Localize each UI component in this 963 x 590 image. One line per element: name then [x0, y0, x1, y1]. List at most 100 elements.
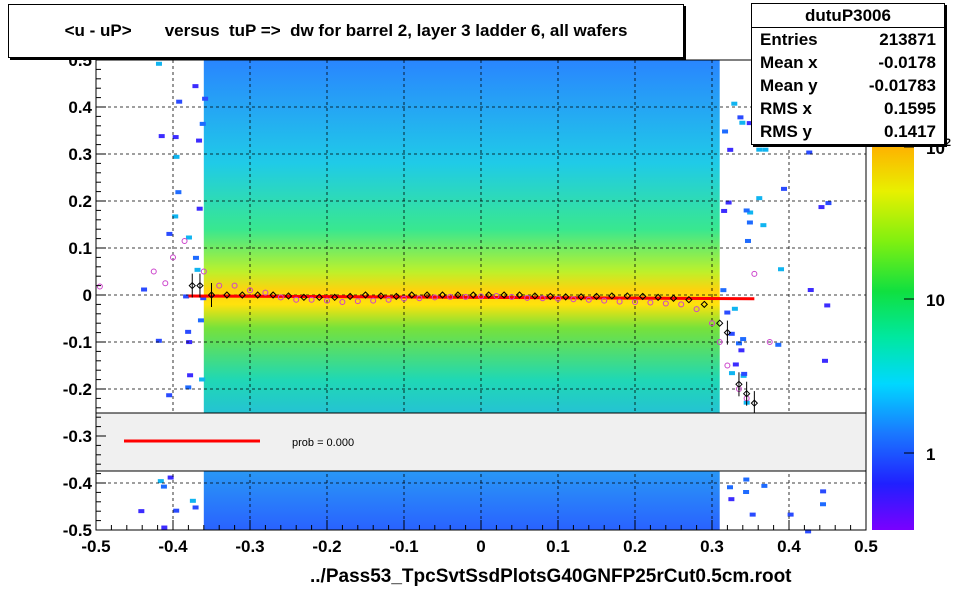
stats-value: 213871	[879, 30, 936, 49]
z-tick-label: 1	[926, 445, 935, 464]
profile-point-black	[531, 292, 539, 300]
heatmap-cell	[202, 96, 209, 101]
heatmap-cell	[807, 288, 814, 293]
file-path-footer: ../Pass53_TpcSvtSsdPlotsG40GNFP25rCut0.5…	[310, 566, 792, 587]
stats-row-entries: Entries 213871	[752, 28, 944, 51]
profile-point-black	[361, 291, 370, 299]
profile-point-black	[253, 291, 262, 299]
profile-point-magenta	[493, 292, 500, 299]
heatmap-cell	[160, 484, 167, 489]
heatmap-cell	[200, 296, 207, 301]
profile-point-magenta	[709, 320, 715, 327]
heatmap-cell	[186, 340, 193, 345]
y-tick-label: 0	[83, 286, 92, 305]
heatmap-cell	[185, 329, 192, 334]
heatmap-cell	[185, 235, 192, 240]
profile-point-black	[750, 399, 759, 407]
heatmap-cell	[820, 489, 827, 494]
profile-point-magenta	[150, 268, 157, 275]
profile-point-magenta	[585, 296, 592, 303]
stats-label: Mean x	[760, 53, 818, 72]
heatmap-cell	[197, 318, 204, 323]
profile-point-black	[484, 291, 493, 299]
heatmap-cell	[731, 101, 738, 106]
profile-point-magenta	[370, 297, 377, 304]
heatmap-cell	[746, 220, 753, 225]
profile-point-black	[207, 291, 216, 299]
legend-text: prob = 0.000	[292, 437, 354, 449]
y-tick-label: -0.1	[63, 333, 92, 352]
stats-label: RMS x	[760, 99, 812, 118]
profile-point-magenta	[96, 283, 103, 290]
heatmap-cell	[173, 154, 180, 159]
heatmap-cell	[199, 121, 206, 126]
stats-value: 0.1595	[884, 99, 936, 118]
profile-point-black	[700, 300, 709, 309]
x-tick-label: -0.3	[235, 537, 264, 556]
heatmap-cell	[194, 267, 201, 272]
heatmap-cell	[743, 477, 750, 482]
profile-point-magenta	[181, 237, 188, 244]
profile-layer	[96, 237, 773, 416]
profile-point-black	[723, 328, 732, 337]
profile-point-black	[742, 389, 751, 398]
heatmap-cell	[740, 337, 747, 342]
heatmap-cell	[175, 190, 182, 195]
y-tick-label: -0.2	[63, 380, 92, 399]
x-tick-label: 0.1	[546, 537, 570, 556]
color-palette	[872, 145, 914, 530]
heatmap-cell	[157, 479, 164, 484]
profile-point-black	[669, 294, 678, 302]
profile-point-magenta	[678, 301, 685, 308]
stats-name: dutuP3006	[752, 4, 944, 28]
heatmap-cell	[728, 371, 735, 376]
heatmap-cell	[744, 238, 751, 243]
x-tick-label: -0.1	[389, 537, 418, 556]
profile-point-black	[223, 291, 231, 299]
heatmap-cell	[199, 377, 206, 382]
profile-point-magenta	[293, 296, 300, 303]
profile-point-magenta	[162, 280, 169, 287]
profile-point-black	[330, 293, 339, 302]
profile-point-magenta	[462, 293, 469, 300]
profile-point-black	[561, 293, 570, 301]
profile-point-magenta	[247, 287, 253, 294]
heatmap-cell	[173, 508, 180, 513]
profile-point-magenta	[447, 293, 454, 300]
profile-point-black	[346, 292, 354, 301]
profile-point-magenta	[662, 300, 669, 307]
heatmap-cell	[166, 393, 173, 398]
profile-point-magenta	[647, 299, 654, 306]
axis-layer: -0.5 -0.4 -0.3 -0.2 -0.1 0 0.1 0.2 0.3 0.4 0.5 -0.5…	[63, 51, 878, 556]
heatmap-cell	[820, 502, 827, 507]
heatmap-cell	[155, 61, 162, 66]
heatmap-cell	[728, 497, 735, 502]
profile-point-black	[269, 291, 277, 299]
heatmap-cell	[818, 205, 825, 210]
heatmap-cell	[183, 294, 190, 299]
x-tick-label: 0.4	[777, 537, 801, 556]
profile-point-black	[515, 291, 524, 299]
profile-point-magenta	[339, 299, 346, 306]
y-tick-label: 0.2	[68, 192, 92, 211]
profile-point-magenta	[524, 294, 531, 301]
profile-point-black	[238, 291, 247, 299]
heatmap-cell	[161, 525, 168, 530]
x-tick-label: 0	[476, 537, 485, 556]
heatmap-cell	[192, 84, 199, 89]
profile-point-black	[638, 292, 647, 301]
y-tick-label: -0.3	[63, 427, 92, 446]
profile-point-black	[623, 292, 632, 300]
profile-point-black	[392, 292, 401, 301]
profile-point-black	[196, 281, 204, 290]
profile-point-magenta	[693, 306, 700, 313]
heatmap-cell	[761, 483, 768, 488]
profile-point-magenta	[570, 296, 577, 303]
profile-point-black	[654, 293, 662, 302]
profile-point-black	[608, 292, 616, 300]
stats-row-mean-x: Mean x -0.0178	[752, 51, 944, 74]
heatmap-cell	[756, 147, 763, 152]
z-tick-label: 10	[926, 291, 945, 310]
heatmap-cell	[746, 121, 753, 126]
